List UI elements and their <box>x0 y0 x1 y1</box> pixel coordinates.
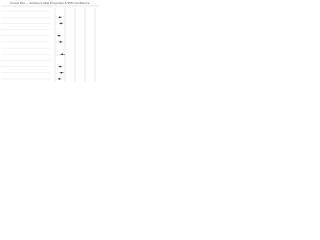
estimate-marker <box>60 22 62 25</box>
chart: Forest Plot — Incidence Risk Proportion … <box>0 0 100 85</box>
estimate-marker <box>58 78 61 80</box>
estimate-marker <box>61 53 63 55</box>
background <box>0 0 100 85</box>
estimate-marker <box>60 72 63 74</box>
estimate-marker <box>59 16 61 18</box>
estimate-marker <box>59 65 61 68</box>
estimate-marker <box>58 35 60 37</box>
chart-title: Forest Plot — Incidence Risk Proportion … <box>10 1 89 5</box>
estimate-marker <box>59 41 62 43</box>
